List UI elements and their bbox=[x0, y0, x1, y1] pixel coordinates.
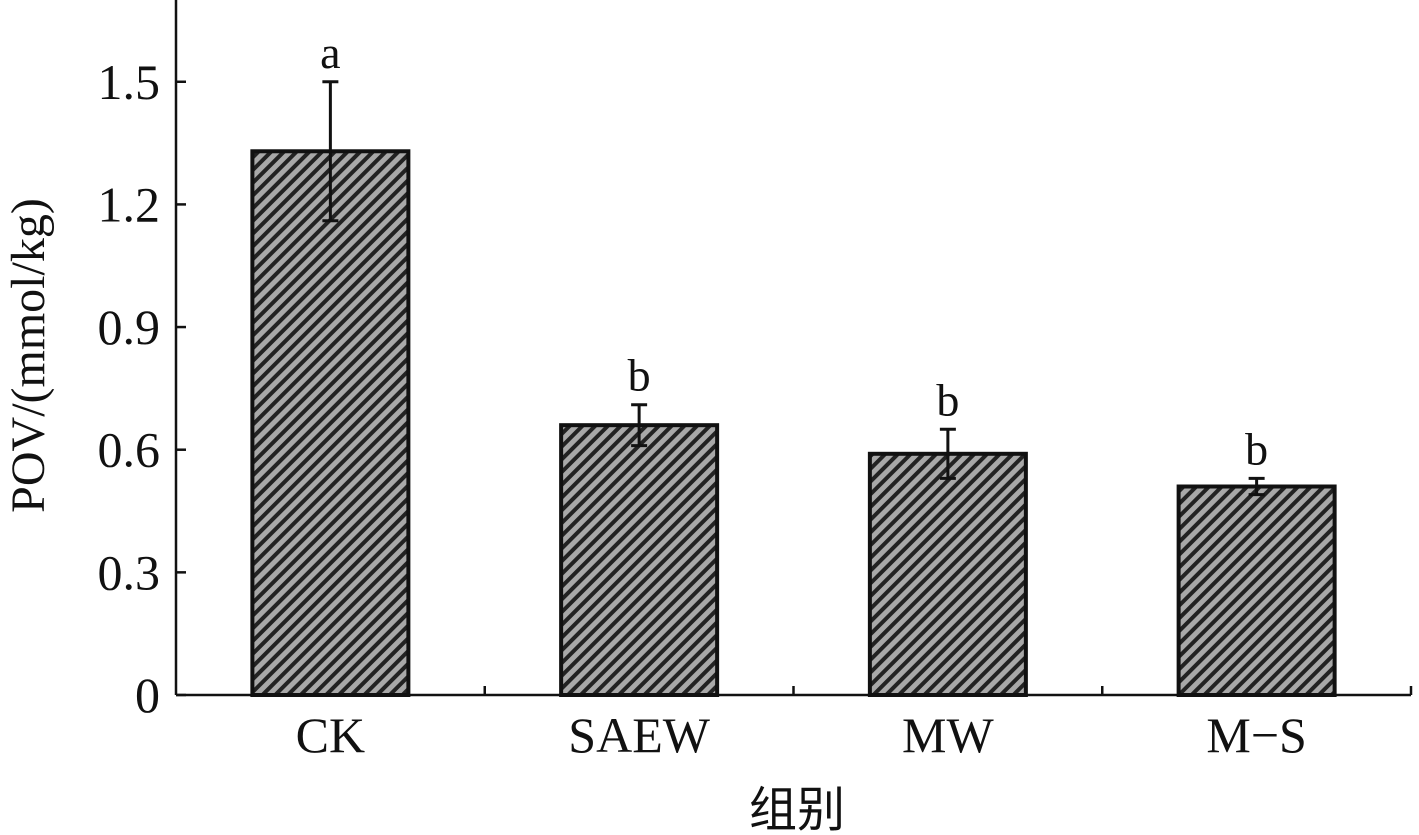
x-tick-label: CK bbox=[296, 707, 365, 763]
significance-label: b bbox=[1245, 423, 1268, 474]
y-tick-label: 0.6 bbox=[98, 422, 161, 478]
x-axis-title: 组别 bbox=[749, 784, 845, 835]
y-tick-label: 0.9 bbox=[98, 299, 161, 355]
error-bars bbox=[322, 80, 1265, 497]
bar-ck bbox=[250, 149, 411, 697]
bars bbox=[250, 149, 1337, 698]
y-tick-label: 1.5 bbox=[98, 54, 161, 110]
significance-label: a bbox=[320, 27, 340, 78]
x-tick-label: M−S bbox=[1206, 707, 1306, 763]
significance-label: b bbox=[628, 350, 651, 401]
labels: a CK b SAEW b MW b M−S 组别 POV/(mmol/kg) bbox=[2, 27, 1307, 835]
x-tick-label: SAEW bbox=[568, 707, 710, 763]
axes: 0 0.3 0.6 0.9 1.2 1.5 bbox=[98, 0, 1413, 723]
bar-m-s bbox=[1176, 484, 1337, 697]
y-tick-label: 1.2 bbox=[98, 176, 161, 232]
significance-label: b bbox=[936, 374, 959, 425]
y-axis-title: POV/(mmol/kg) bbox=[2, 198, 55, 513]
bar-saew bbox=[559, 423, 720, 697]
y-tick-label: 0.3 bbox=[98, 544, 161, 600]
y-tick-label: 0 bbox=[135, 667, 160, 723]
bar-mw bbox=[867, 451, 1028, 698]
x-tick-label: MW bbox=[902, 707, 994, 763]
